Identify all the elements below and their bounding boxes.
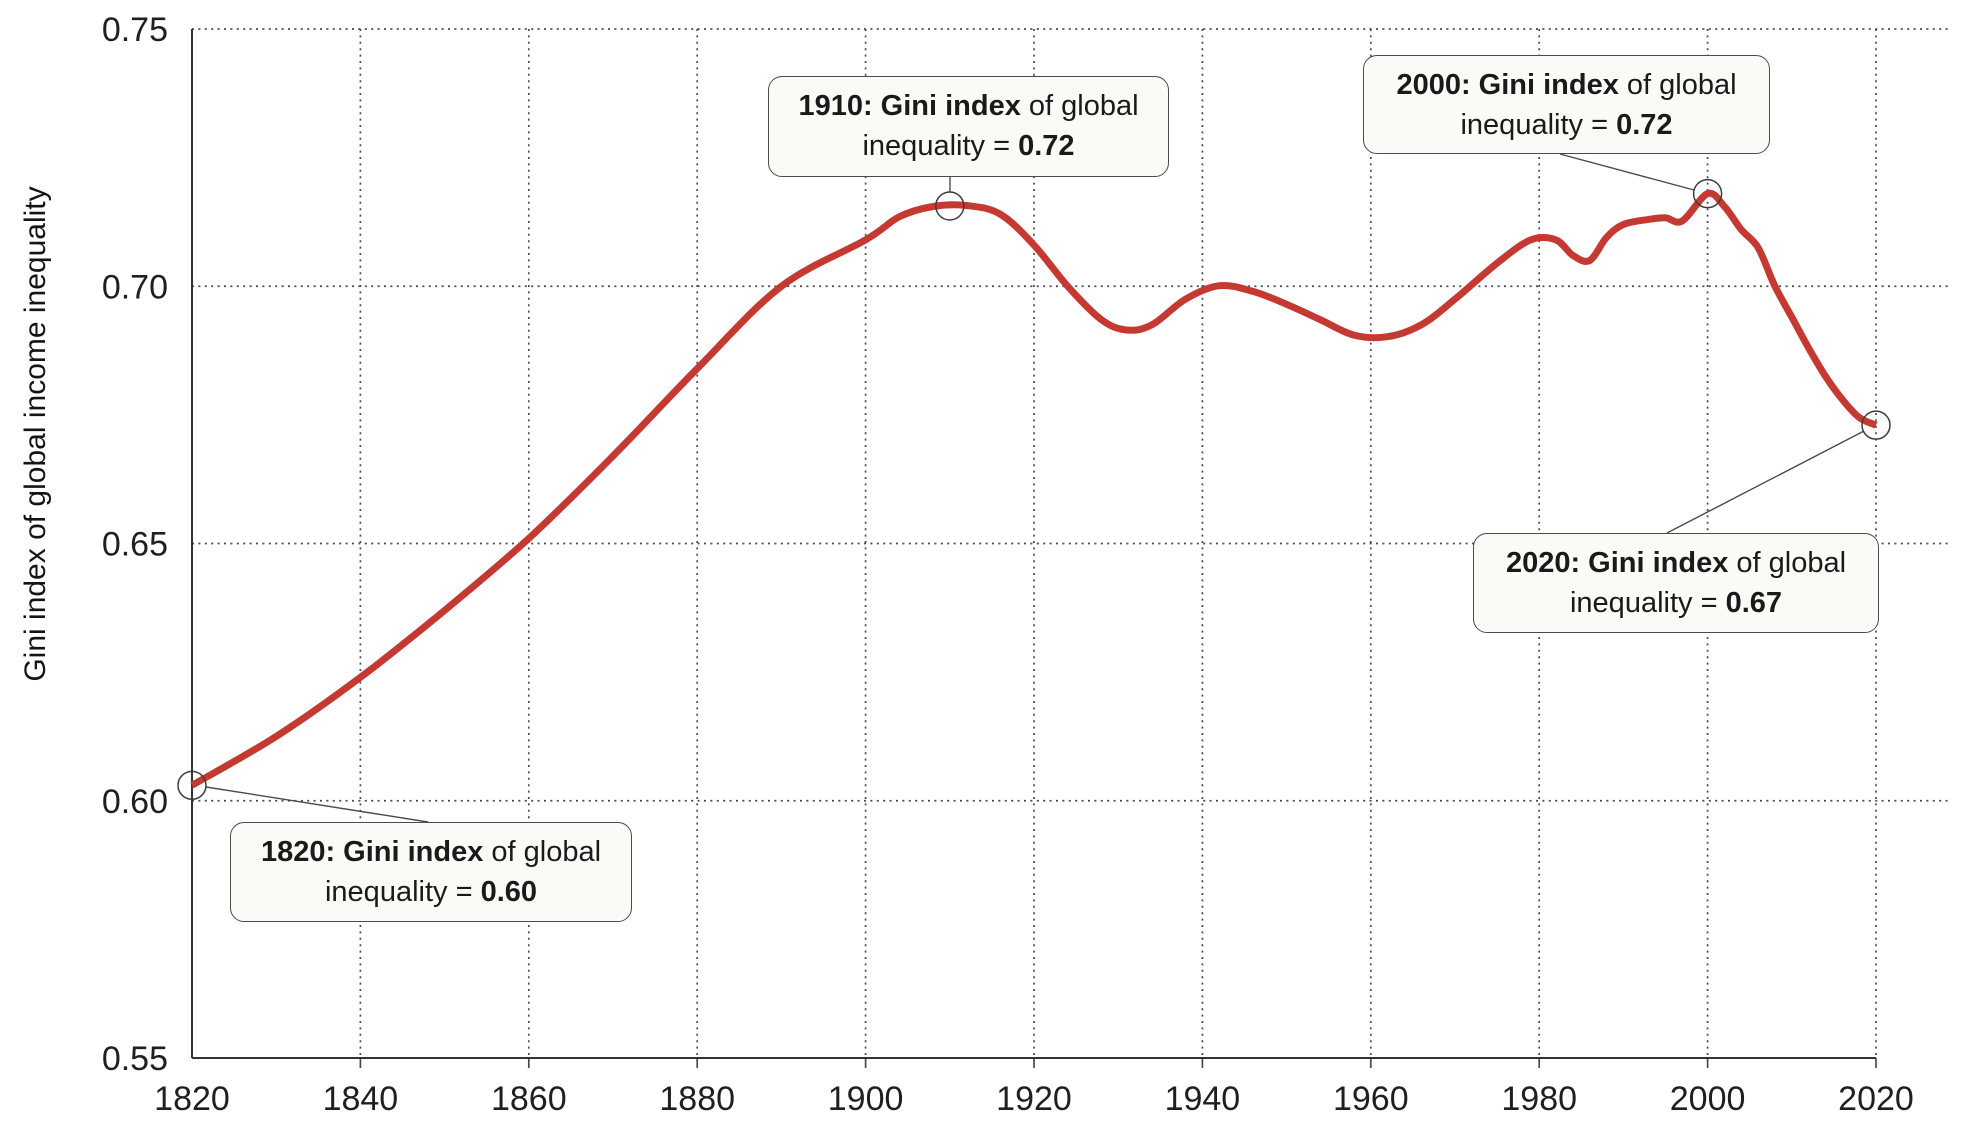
x-tick-label: 1980 [1501, 1080, 1577, 1118]
data-point-marker-1910 [935, 191, 965, 221]
annotation-1910-value: 0.72 [1018, 130, 1075, 162]
annotation-1820: 1820: Gini index of global inequality = … [230, 822, 632, 922]
annotation-1820-rest1: of global [483, 836, 602, 868]
annotation-connector [205, 786, 429, 823]
y-tick-label: 0.70 [102, 268, 168, 306]
annotation-2000-value: 0.72 [1616, 109, 1673, 141]
annotation-1910: 1910: Gini index of global inequality = … [768, 76, 1169, 177]
x-tick-label: 1900 [828, 1080, 904, 1118]
annotation-2020-lead: 2020: Gini index [1505, 547, 1729, 579]
x-tick-label: 1860 [491, 1080, 567, 1118]
annotation-connector [1559, 153, 1695, 191]
annotation-1910-rest1: of global [1020, 90, 1139, 122]
gini-line-series [190, 189, 1878, 789]
data-point-marker-1820 [177, 770, 207, 801]
annotation-2000-lead: 2000: Gini index [1396, 69, 1619, 101]
x-tick-label: 1820 [154, 1080, 230, 1118]
annotation-2000-rest1: of global [1618, 69, 1737, 101]
annotation-1820-value: 0.60 [480, 876, 538, 908]
annotation-1820-rest2: inequality = [324, 876, 481, 908]
y-tick-label: 0.75 [102, 11, 168, 49]
x-tick-label: 1920 [996, 1080, 1072, 1118]
data-point-marker-2020 [1861, 410, 1891, 440]
y-tick-label: 0.55 [102, 1040, 168, 1078]
annotation-2020-rest2: inequality = [1569, 587, 1726, 619]
x-tick-label: 1880 [659, 1080, 735, 1118]
x-tick-label: 1840 [323, 1080, 399, 1118]
annotation-2000: 2000: Gini index of global inequality = … [1363, 55, 1770, 154]
annotation-1910-lead: 1910: Gini index [798, 90, 1021, 122]
x-tick-label: 2020 [1838, 1080, 1914, 1118]
data-point-marker-2000 [1692, 178, 1723, 209]
annotation-2000-rest2: inequality = [1460, 109, 1617, 141]
annotation-1910-rest2: inequality = [862, 130, 1019, 162]
y-tick-label: 0.60 [102, 783, 168, 821]
y-tick-label: 0.65 [102, 526, 168, 564]
x-tick-label: 1960 [1333, 1080, 1409, 1118]
x-tick-label: 1940 [1165, 1080, 1241, 1118]
annotation-1820-lead: 1820: Gini index [260, 836, 484, 868]
annotation-2020-rest1: of global [1728, 547, 1847, 579]
annotation-connector [1666, 430, 1865, 534]
annotation-2020: 2020: Gini index of global inequality = … [1473, 533, 1879, 633]
x-tick-label: 2000 [1670, 1080, 1746, 1118]
annotation-2020-value: 0.67 [1725, 587, 1783, 619]
y-axis-title: Gini index of global income inequality [19, 186, 52, 682]
